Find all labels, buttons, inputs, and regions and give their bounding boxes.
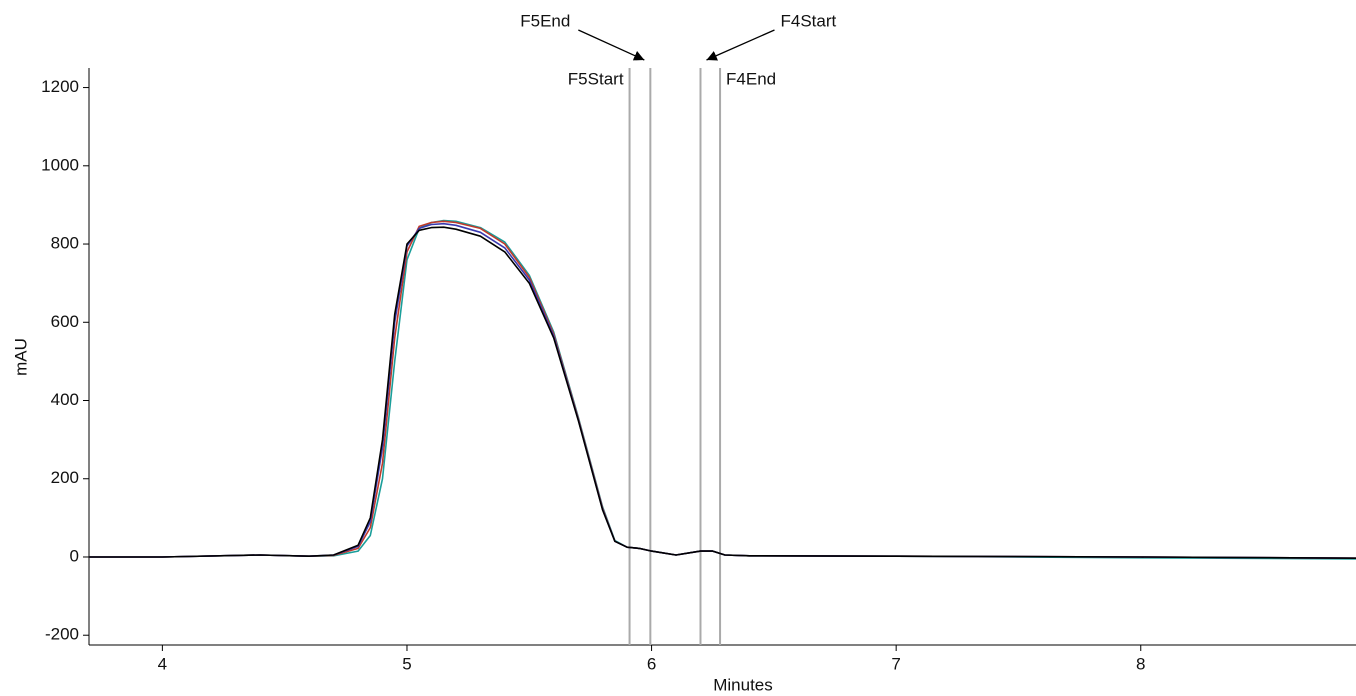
y-tick-label: -200 [45, 625, 79, 644]
x-tick-label: 8 [1136, 654, 1145, 673]
series-line [89, 220, 1356, 559]
marker-label: F4End [726, 69, 776, 88]
y-tick-label: 400 [51, 390, 79, 409]
y-tick-label: 1000 [41, 155, 79, 174]
y-tick-label: 0 [70, 546, 79, 565]
y-tick-label: 1200 [41, 77, 79, 96]
marker-label: F4Start [780, 11, 836, 30]
x-tick-label: 5 [402, 654, 411, 673]
y-axis-label: mAU [11, 338, 30, 376]
series-line [89, 222, 1356, 559]
x-axis-label: Minutes [713, 675, 773, 694]
series-line [89, 219, 1356, 560]
y-tick-label: 800 [51, 234, 79, 253]
x-tick-label: 6 [647, 654, 656, 673]
y-tick-label: 200 [51, 468, 79, 487]
marker-label: F5End [520, 11, 570, 30]
series-line [89, 226, 1356, 559]
y-tick-label: 600 [51, 312, 79, 331]
marker-arrow [706, 29, 775, 61]
x-tick-label: 7 [891, 654, 900, 673]
x-tick-label: 4 [158, 654, 167, 673]
marker-label: F5Start [568, 69, 624, 88]
marker-arrow [578, 29, 645, 61]
